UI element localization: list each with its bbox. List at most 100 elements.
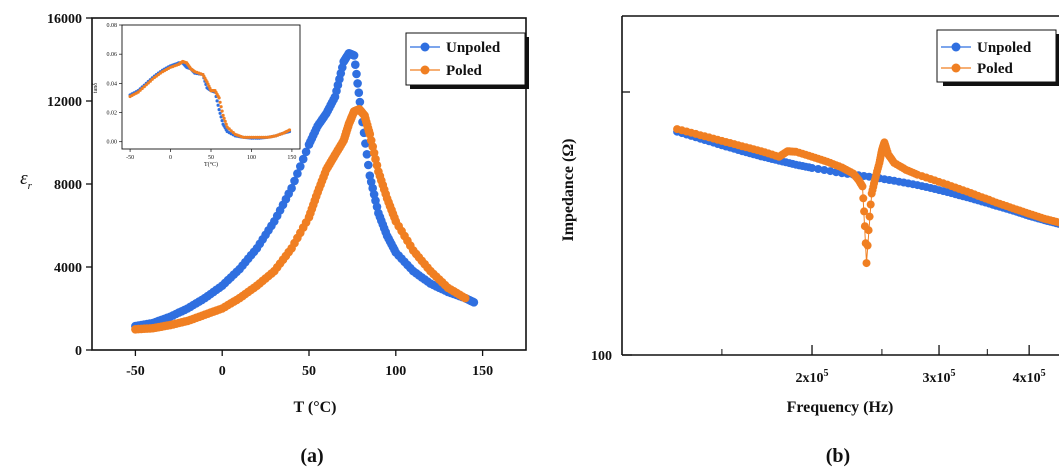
panel-b: 100 2x105 3x105 4x105 Frequency (Hz) Imped… [560,15,1059,467]
panel-a-y-axis-label: εr [20,168,33,192]
panel-a-legend: Unpoled Poled [405,32,529,89]
data-point-unpoled [287,183,296,193]
data-point-unpoled [351,60,360,69]
inset-data-point [216,103,220,107]
series-b-poled [673,125,1059,268]
inset-data-point [215,99,219,103]
inset-y-tick-label: 0.02 [107,111,118,117]
x-tick-label: 50 [302,364,316,379]
inset-x-tick-label: 100 [247,155,256,161]
legend-poled-marker [420,65,430,75]
inset-y-axis-label: tanδ [93,83,99,93]
data-point-b-poled [863,241,872,250]
data-point-unpoled [469,298,479,307]
inset-data-point [220,119,224,123]
inset-plot-frame [121,24,301,150]
inset-x-tick-label: -50 [126,155,134,161]
inset-y-tick-label: 0.04 [107,81,118,87]
x-tick-label: 100 [385,364,406,379]
panel-b-series-group [673,125,1059,268]
b-x-tick-exponent: 5 [824,368,829,379]
data-point-unpoled [296,162,305,171]
x-tick-label: 0 [219,364,226,379]
legend-unpoled-label: Unpoled [446,40,501,56]
data-point-b-poled [865,212,874,221]
inset-data-point [217,96,221,100]
panel-b-y-tick-label: 100 [591,349,612,364]
legend-b-poled-label: Poled [977,61,1013,77]
panel-b-x-ticks: 2x105 3x105 4x105 [721,345,1046,386]
inset-data-point [217,108,221,112]
y-tick-label: 12000 [47,95,82,110]
inset-x-tick-label: 0 [169,155,172,161]
panel-a-series-group [131,49,479,334]
b-x-tick-exponent: 5 [951,368,956,379]
panel-a-x-ticks: -50 0 50 100 150 [126,350,493,379]
inset-tan-delta: -50 0 50 100 150 0.000.020.040.060.08 T(°C) … [93,23,301,168]
b-x-tick-base: 4x10 [1013,371,1041,386]
inset-data-point [140,86,144,91]
data-point-b-poled [860,207,869,216]
panel-a-y-axis-subscript: r [28,180,33,192]
y-tick-label: 4000 [54,261,82,276]
series-poled-points [131,105,470,334]
inset-data-point [287,128,292,132]
panel-b-x-axis-label: Frequency (Hz) [787,399,894,416]
b-x-tick-label: 4x105 [1013,368,1046,386]
data-point-b-poled [859,194,868,203]
data-point-unpoled [298,154,308,164]
panel-b-legend-box [936,29,1057,83]
inset-x-tick-label: 50 [208,155,214,161]
data-point-unpoled [290,176,299,186]
data-point-unpoled [364,160,373,170]
inset-series-group [128,59,292,140]
b-x-tick-label: 3x105 [923,368,956,386]
panel-a-x-axis-label: T (°C) [294,399,337,416]
data-point-b-poled [858,182,867,191]
data-point-b-poled [862,259,871,268]
panel-a-legend-box [405,32,526,86]
b-x-tick-label: 2x105 [796,368,829,386]
inset-y-tick-label: 0.00 [107,140,118,146]
inset-data-point [219,105,223,109]
inset-x-tick-label: 150 [287,155,296,161]
data-point-b-unpoled [808,164,816,172]
inset-y-ticks: 0.00 0.02 0.04 0.06 0.08 [107,23,122,146]
y-tick-label: 16000 [47,12,82,27]
inset-data-point [218,100,222,104]
inset-data-point [221,113,225,117]
inset-y-tick-label: 0.08 [107,23,118,29]
inset-x-ticks: -50 0 50 100 150 [126,149,296,161]
data-point-unpoled [349,51,359,60]
legend-b-unpoled-label: Unpoled [977,40,1032,56]
data-point-unpoled [362,150,372,159]
inset-data-point [229,129,233,133]
inset-data-point [220,109,224,113]
y-tick-label: 8000 [54,178,82,193]
legend-b-unpoled-marker [951,42,961,52]
panel-b-legend: Unpoled Poled [936,29,1059,86]
panel-b-label: (b) [826,445,850,467]
x-tick-label: -50 [126,364,145,379]
data-point-unpoled [353,79,362,88]
data-point-b-poled [1055,218,1059,227]
data-point-unpoled [352,69,361,79]
inset-data-point [227,127,231,131]
data-point-b-poled [864,226,873,235]
data-point-unpoled [354,88,364,97]
data-point-b-unpoled [814,165,823,173]
y-tick-label: 0 [75,344,82,359]
legend-poled-label: Poled [446,63,482,79]
inset-data-point [148,79,152,83]
inset-series-poled [128,59,292,139]
data-point-unpoled [293,169,302,178]
inset-data-point [222,116,226,120]
inset-y-tick-label: 0.06 [107,52,118,58]
b-x-tick-base: 2x10 [796,371,824,386]
data-point-unpoled [355,97,365,107]
panel-a-y-ticks: 0 4000 8000 12000 16000 [47,12,92,359]
legend-b-poled-marker [951,63,961,73]
inset-data-point [218,111,222,115]
